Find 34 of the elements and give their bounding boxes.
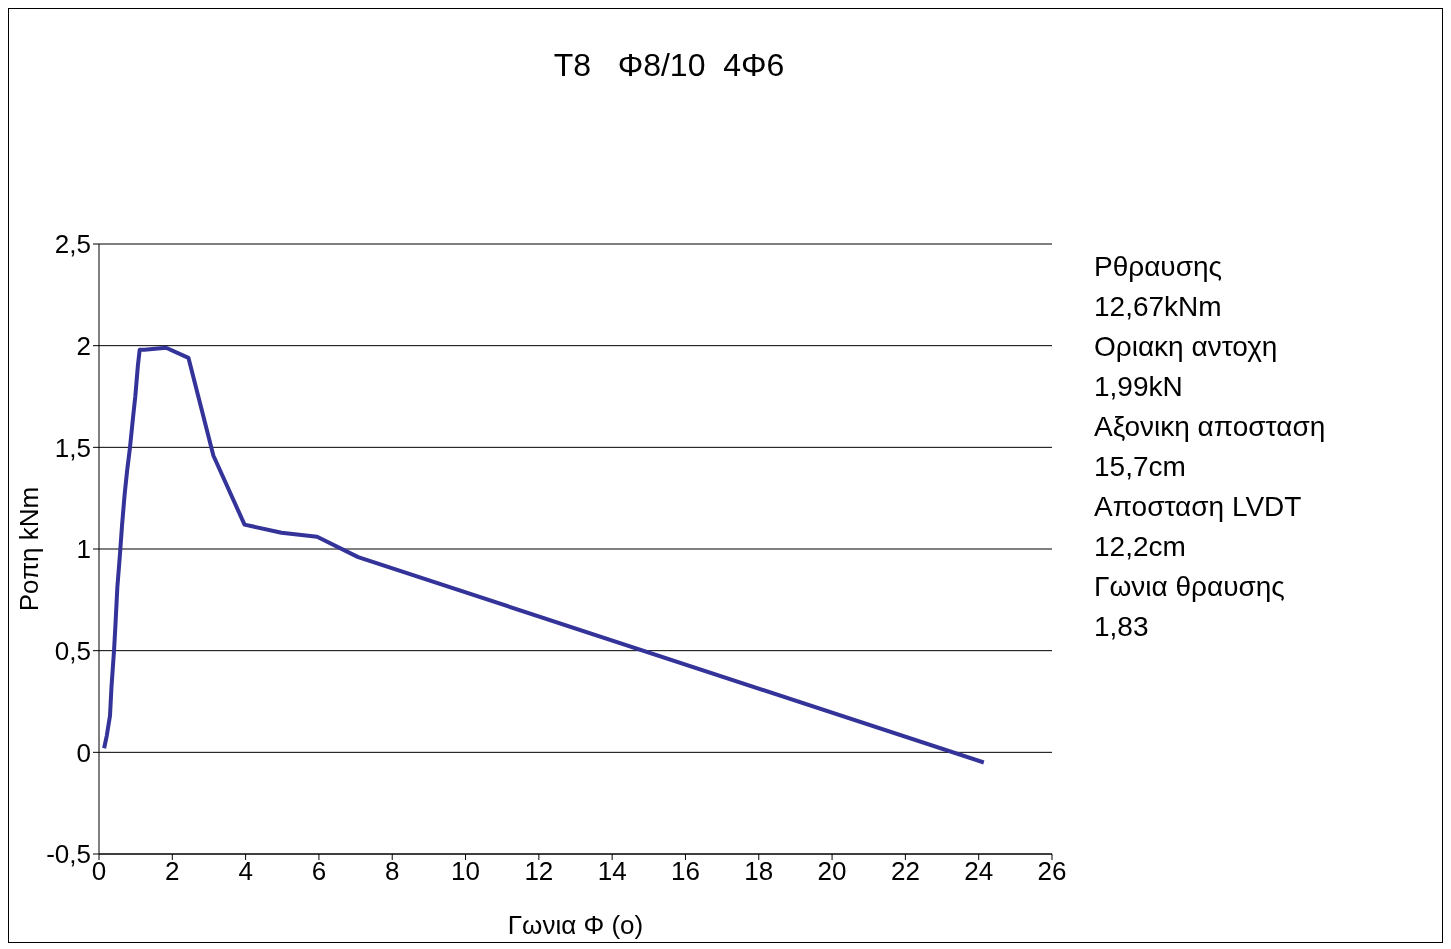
y-tick-label: 0,5 <box>54 635 91 666</box>
y-tick-label: 1,5 <box>54 432 91 463</box>
x-tick-label: 22 <box>890 856 920 887</box>
x-tick-label: 2 <box>165 856 180 887</box>
x-tick-label: 24 <box>964 856 994 887</box>
x-tick-label: 4 <box>238 856 253 887</box>
chart-title: T8 Φ8/10 4Φ6 <box>552 47 786 84</box>
x-tick-label: 8 <box>385 856 400 887</box>
text: Γωνια θραυσης <box>1094 570 1286 604</box>
text: 12,2cm <box>1094 530 1187 564</box>
y-tick-label: 1 <box>76 534 91 565</box>
text: Αξονικη αποσταση <box>1094 410 1326 444</box>
x-tick-label: 12 <box>524 856 554 887</box>
y-axis-title: Ροπη kNm <box>14 486 45 612</box>
text: 12,67kNm <box>1094 290 1223 324</box>
text: Αποσταση LVDT <box>1094 490 1303 524</box>
x-tick-label: 20 <box>817 856 847 887</box>
text: Οριακη αντοχη <box>1094 330 1279 364</box>
y-tick-label: 2 <box>76 330 91 361</box>
x-tick-label: 10 <box>451 856 480 887</box>
x-tick-label: 6 <box>311 856 327 887</box>
x-tick-label: 18 <box>744 856 774 887</box>
x-tick-label: 14 <box>597 856 627 887</box>
x-tick-label: 26 <box>1037 856 1067 887</box>
y-tick-label: 0 <box>76 737 91 768</box>
y-tick-label: -0,5 <box>46 839 91 870</box>
x-tick-label: 16 <box>671 856 700 887</box>
text: Ρθραυσης <box>1094 250 1224 284</box>
text: 1,99kN <box>1094 370 1184 404</box>
y-tick-label: 2,5 <box>54 229 91 260</box>
x-axis-title: Γωνια Φ (o) <box>507 910 644 940</box>
line-series <box>102 345 986 765</box>
text: 15,7cm <box>1094 450 1187 484</box>
text: 1,83 <box>1094 610 1150 644</box>
